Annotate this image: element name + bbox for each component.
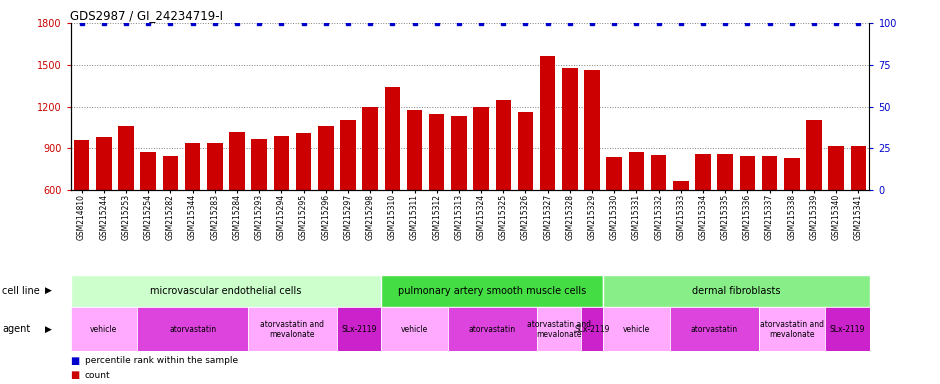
Text: SLx-2119: SLx-2119 [830,325,865,334]
Bar [251,139,267,273]
Bar [318,126,334,273]
Bar [828,146,844,273]
Bar [784,158,800,273]
Text: vehicle: vehicle [400,325,428,334]
Text: vehicle: vehicle [90,325,118,334]
Bar [669,307,759,351]
Bar [274,136,290,273]
Text: atorvastatin and
mevalonate: atorvastatin and mevalonate [760,319,823,339]
Bar [629,152,644,273]
Bar [118,126,133,273]
Bar [337,307,382,351]
Text: GDS2987 / GI_24234719-I: GDS2987 / GI_24234719-I [70,9,224,22]
Bar [825,307,870,351]
Bar [382,275,603,307]
Bar [650,155,666,273]
Bar [296,133,311,273]
Bar [696,154,711,273]
Text: atorvastatin: atorvastatin [691,325,738,334]
Text: SLx-2119: SLx-2119 [574,325,610,334]
Bar [540,56,556,273]
Bar [717,154,733,273]
Text: percentile rank within the sample: percentile rank within the sample [85,356,238,366]
Bar [229,132,244,273]
Text: vehicle: vehicle [623,325,650,334]
Bar [70,307,137,351]
Bar [474,106,489,273]
Bar [851,146,866,273]
Text: agent: agent [2,324,30,334]
Text: microvascular endothelial cells: microvascular endothelial cells [150,286,302,296]
Text: ■: ■ [70,356,80,366]
Bar [537,307,581,351]
Bar [807,121,822,273]
Bar [603,307,669,351]
Text: atorvastatin and
mevalonate: atorvastatin and mevalonate [526,319,590,339]
Bar [581,307,603,351]
Bar [70,275,382,307]
Text: ▶: ▶ [45,286,52,295]
Text: ▶: ▶ [45,325,52,334]
Bar [740,156,755,273]
Bar [447,307,537,351]
Bar [518,112,533,273]
Bar [248,307,337,351]
Bar [163,156,179,273]
Text: atorvastatin and
mevalonate: atorvastatin and mevalonate [260,319,324,339]
Bar [74,140,89,273]
Text: pulmonary artery smooth muscle cells: pulmonary artery smooth muscle cells [398,286,587,296]
Text: atorvastatin: atorvastatin [169,325,216,334]
Text: ■: ■ [70,370,80,380]
Bar [429,114,445,273]
Bar [340,121,355,273]
Bar [606,157,622,273]
Text: cell line: cell line [2,286,39,296]
Bar [382,307,447,351]
Bar [759,307,825,351]
Bar [140,152,156,273]
Bar [407,110,422,273]
Bar [761,156,777,273]
Text: count: count [85,371,110,380]
Text: SLx-2119: SLx-2119 [341,325,377,334]
Bar [451,116,466,273]
Text: dermal fibroblasts: dermal fibroblasts [692,286,780,296]
Bar [673,180,689,273]
Bar [562,68,578,273]
Bar [603,275,870,307]
Bar [495,99,511,273]
Bar [137,307,248,351]
Bar [207,143,223,273]
Bar [362,106,378,273]
Bar [96,137,112,273]
Bar [185,143,200,273]
Text: atorvastatin: atorvastatin [469,325,516,334]
Bar [384,87,400,273]
Bar [585,70,600,273]
